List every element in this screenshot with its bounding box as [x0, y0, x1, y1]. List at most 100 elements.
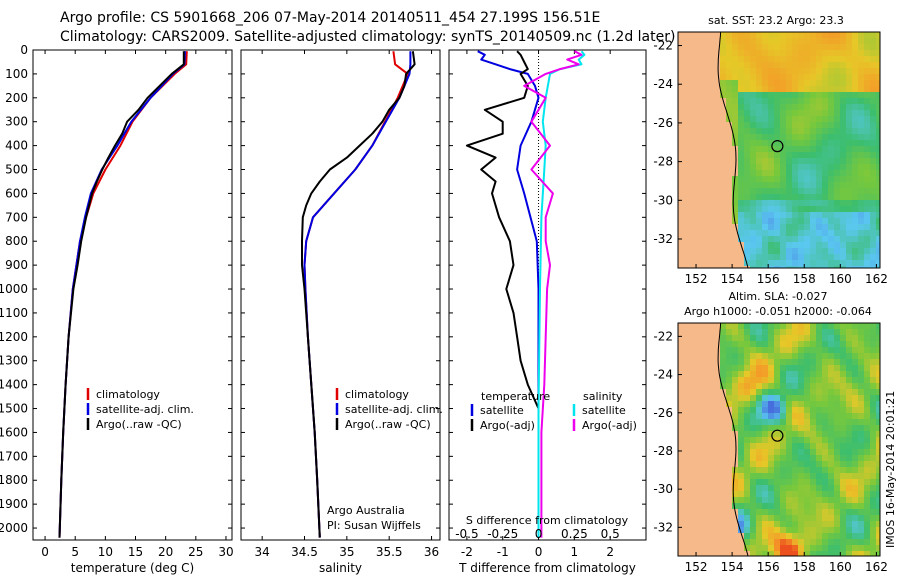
- sla_map-cell: [804, 551, 810, 556]
- sla_map-cell: [768, 413, 774, 419]
- sst_map-cell: [750, 140, 756, 146]
- sla_map-cell: [708, 533, 714, 539]
- sla_map-cell: [804, 365, 810, 371]
- sst_map-cell: [810, 62, 816, 68]
- sla_map-cell: [822, 437, 828, 443]
- sst_map-cell: [786, 104, 792, 110]
- sst_map-cell: [816, 62, 822, 68]
- diff-legend-label: Argo(-adj): [582, 419, 637, 432]
- sst_map-cell: [678, 32, 684, 38]
- sst_map-cell: [846, 92, 852, 98]
- sla_map-cell: [846, 485, 852, 491]
- sst_map-cell: [750, 152, 756, 158]
- sla_map-cell: [834, 533, 840, 539]
- sla_map-cell: [750, 479, 756, 485]
- sst_map-cell: [786, 242, 792, 248]
- sla_map-cell: [726, 425, 732, 431]
- sst_map-cell: [846, 134, 852, 140]
- sla_map-cell: [786, 401, 792, 407]
- sla_map-cell: [696, 323, 702, 329]
- sst_map-cell: [774, 110, 780, 116]
- sla_map-cell: [762, 515, 768, 521]
- sla_map-cell: [858, 515, 864, 521]
- sst_map-cell: [804, 158, 810, 164]
- sla_map-cell: [876, 419, 880, 425]
- sst_map-cell: [852, 56, 858, 62]
- sst_map-cell: [762, 104, 768, 110]
- sst_map-cell: [714, 176, 720, 182]
- sla_map-cell: [798, 341, 804, 347]
- sst_map-cell: [726, 266, 732, 268]
- sla_map-cell: [786, 323, 792, 329]
- sst_map-cell: [840, 74, 846, 80]
- sst_map-cell: [858, 164, 864, 170]
- sla_map-cell: [732, 347, 738, 353]
- sla_map-cell: [876, 341, 880, 347]
- sst_map-cell: [798, 224, 804, 230]
- sst_map-cell: [852, 164, 858, 170]
- sla_map-cell: [846, 455, 852, 461]
- sst_map-cell: [714, 122, 720, 128]
- sst_map-cell: [804, 206, 810, 212]
- sst_map-cell: [864, 248, 870, 254]
- sla_map-cell: [720, 329, 726, 335]
- sst_map-cell: [732, 116, 738, 122]
- sla_map-cell: [846, 443, 852, 449]
- sla_map-cell: [750, 461, 756, 467]
- sst_map-cell: [840, 170, 846, 176]
- sla_map-cell: [810, 539, 816, 545]
- sst_map-cell: [690, 116, 696, 122]
- sst_map-cell: [864, 218, 870, 224]
- sla_map-cell: [804, 443, 810, 449]
- sst_map-cell: [798, 176, 804, 182]
- sst_map-cell: [690, 134, 696, 140]
- sst_map-cell: [864, 158, 870, 164]
- sst_map-cell: [726, 182, 732, 188]
- sla_map-cell: [810, 377, 816, 383]
- sla_map-cell: [852, 515, 858, 521]
- sst_map-cell: [840, 92, 846, 98]
- sst_map-cell: [738, 152, 744, 158]
- sla_map-argo-marker: [771, 429, 784, 442]
- sst_map-cell: [840, 32, 846, 38]
- sst_map-cell: [834, 248, 840, 254]
- sla_map-cell: [792, 527, 798, 533]
- sst_map-cell: [768, 236, 774, 242]
- sst_map-cell: [708, 74, 714, 80]
- sla_map-cell: [876, 497, 880, 503]
- sla_map-cell: [810, 353, 816, 359]
- sla_map-cell: [786, 449, 792, 455]
- sst_map-cell: [738, 128, 744, 134]
- sst_map-cell: [726, 104, 732, 110]
- sla_map-cell: [798, 527, 804, 533]
- sla_map-cell: [756, 497, 762, 503]
- sla_map-cell: [816, 533, 822, 539]
- sst_map-cell: [864, 224, 870, 230]
- sla_map-cell: [834, 431, 840, 437]
- sst_map-cell: [726, 212, 732, 218]
- sla_map-cell: [846, 323, 852, 329]
- sla_map-cell: [858, 485, 864, 491]
- sst_map-cell: [810, 38, 816, 44]
- sla_map-cell: [852, 509, 858, 515]
- sla_map-cell: [690, 359, 696, 365]
- sst_map-cell: [840, 194, 846, 200]
- sla_map-cell: [852, 491, 858, 497]
- sla_map-cell: [684, 401, 690, 407]
- sla_map-cell: [804, 323, 810, 329]
- sst_map-cell: [852, 266, 858, 268]
- sst_map-cell: [846, 182, 852, 188]
- sla_map-cell: [762, 419, 768, 425]
- sst_map-cell: [828, 152, 834, 158]
- sst_map-cell: [870, 74, 876, 80]
- temperature-ytick-label: 1700: [0, 449, 28, 463]
- sla_map-cell: [738, 365, 744, 371]
- sst_map-cell: [678, 224, 684, 230]
- sst_map-cell: [732, 236, 738, 242]
- sst_map-cell: [690, 158, 696, 164]
- sst_map-cell: [876, 176, 880, 182]
- sla_map-cell: [780, 329, 786, 335]
- sst_map-cell: [816, 230, 822, 236]
- sst_map-cell: [684, 170, 690, 176]
- sla_map-cell: [696, 437, 702, 443]
